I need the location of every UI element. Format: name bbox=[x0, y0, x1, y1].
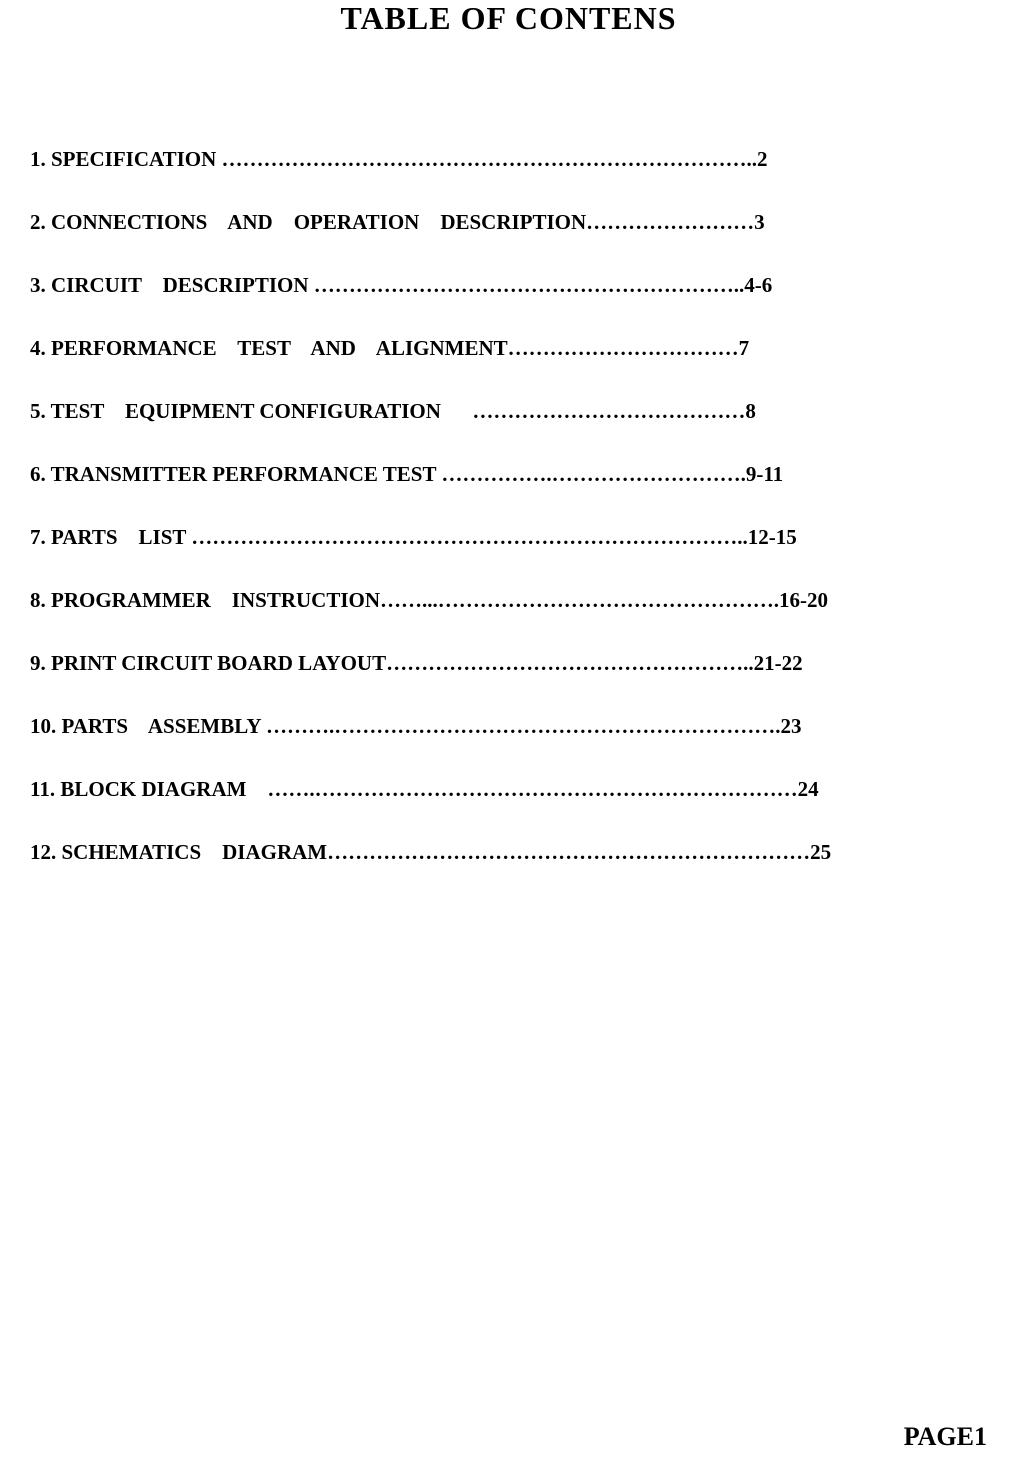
toc-entry: 11. BLOCK DIAGRAM …….…………………………………………………… bbox=[30, 777, 987, 802]
toc-entry: 12. SCHEMATICS DIAGRAM………………………………………………… bbox=[30, 840, 987, 865]
toc-entry: 1. SPECIFICATION ……………………………………………………………… bbox=[30, 147, 987, 172]
page-number: PAGE1 bbox=[904, 1422, 987, 1452]
page-title: TABLE OF CONTENS bbox=[30, 0, 987, 37]
toc-entry: 6. TRANSMITTER PERFORMANCE TEST …………….……… bbox=[30, 462, 987, 487]
toc-entry: 5. TEST EQUIPMENT CONFIGURATION ……………………… bbox=[30, 399, 987, 424]
toc-entry: 2. CONNECTIONS AND OPERATION DESCRIPTION… bbox=[30, 210, 987, 235]
toc-entry: 3. CIRCUIT DESCRIPTION ……………………………………………… bbox=[30, 273, 987, 298]
toc-entry: 9. PRINT CIRCUIT BOARD LAYOUT……………………………… bbox=[30, 651, 987, 676]
toc-entry: 10. PARTS ASSEMBLY ……….……………………………………………… bbox=[30, 714, 987, 739]
toc-entry: 4. PERFORMANCE TEST AND ALIGNMENT…………………… bbox=[30, 336, 987, 361]
toc-entry: 8. PROGRAMMER INSTRUCTION……...…………………………… bbox=[30, 588, 987, 613]
document-page: TABLE OF CONTENS 1. SPECIFICATION ………………… bbox=[0, 0, 1017, 1482]
table-of-contents: 1. SPECIFICATION ……………………………………………………………… bbox=[30, 147, 987, 865]
toc-entry: 7. PARTS LIST ……………………………………………………………………… bbox=[30, 525, 987, 550]
